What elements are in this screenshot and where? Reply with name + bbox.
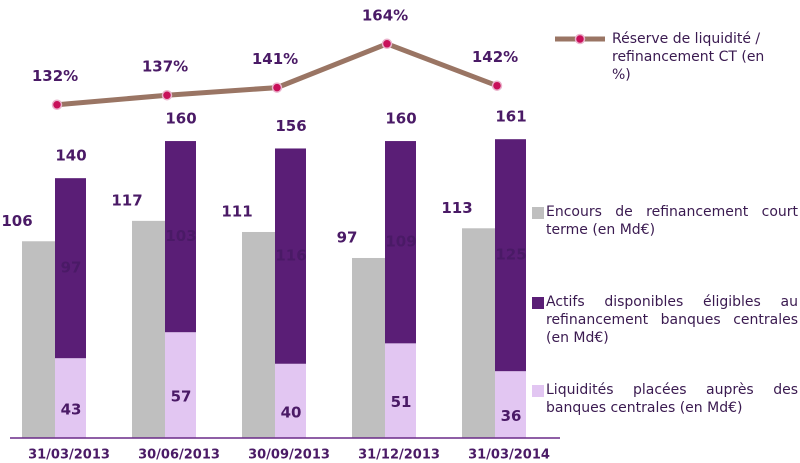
segment-label: 116 bbox=[275, 247, 306, 265]
line-marker bbox=[271, 82, 283, 93]
x-tick-label: 30/06/2013 bbox=[138, 448, 220, 463]
x-tick-label: 31/12/2013 bbox=[358, 448, 440, 463]
x-tick-label: 30/09/2013 bbox=[248, 448, 330, 463]
bar bbox=[132, 220, 165, 438]
bar bbox=[352, 257, 385, 438]
segment-label: 97 bbox=[61, 259, 82, 277]
bar bbox=[242, 231, 275, 438]
segment-label: 43 bbox=[61, 401, 82, 419]
bar-segment bbox=[275, 363, 306, 438]
legend-text: Liquidités placées auprès des banques ce… bbox=[546, 382, 798, 416]
bar-segment bbox=[495, 139, 526, 372]
line-value-label: 142% bbox=[472, 48, 518, 66]
value-label: 111 bbox=[221, 202, 252, 220]
bar-segment bbox=[495, 371, 526, 438]
bar bbox=[462, 228, 495, 438]
stack-total: 140 bbox=[55, 147, 86, 165]
bar-segment bbox=[55, 358, 86, 438]
segment-label: 51 bbox=[391, 393, 412, 411]
value-label: 106 bbox=[1, 212, 32, 230]
legend-text: Réserve de liquidité / refinancement CT … bbox=[612, 31, 765, 83]
legend-swatch bbox=[532, 297, 544, 309]
line-value-label: 132% bbox=[32, 67, 78, 85]
legend-text: Actifs disponibles éligibles au refinanc… bbox=[546, 294, 798, 346]
value-label: 113 bbox=[441, 199, 472, 217]
x-tick-label: 31/03/2013 bbox=[28, 448, 110, 463]
line-value-label: 164% bbox=[362, 6, 408, 24]
line-marker bbox=[491, 80, 503, 91]
legend-marker bbox=[574, 33, 586, 45]
bar-segment bbox=[165, 141, 196, 333]
bar bbox=[22, 241, 55, 438]
segment-label: 36 bbox=[501, 407, 522, 425]
value-label: 117 bbox=[111, 191, 142, 209]
line-marker bbox=[51, 99, 63, 110]
bar-segment bbox=[275, 148, 306, 364]
legend-text: Encours de refinancement court terme (en… bbox=[546, 204, 798, 238]
stack-total: 160 bbox=[165, 110, 196, 128]
segment-label: 109 bbox=[385, 233, 416, 251]
bar-segment bbox=[385, 343, 416, 438]
line-value-label: 137% bbox=[142, 58, 188, 76]
stack-total: 156 bbox=[275, 117, 306, 135]
bar-segment bbox=[165, 332, 196, 438]
line-marker bbox=[161, 89, 173, 101]
stack-total: 160 bbox=[385, 110, 416, 128]
line-marker bbox=[381, 38, 393, 50]
bar-segment bbox=[385, 141, 416, 344]
segment-label: 103 bbox=[165, 227, 196, 245]
segment-label: 40 bbox=[281, 403, 302, 421]
bar-segment bbox=[55, 178, 86, 359]
x-tick-label: 31/03/2014 bbox=[468, 448, 550, 463]
legend-swatch bbox=[532, 385, 544, 397]
legend-swatch bbox=[532, 207, 544, 219]
segment-label: 57 bbox=[171, 388, 192, 406]
value-label: 97 bbox=[337, 228, 358, 246]
stack-total: 161 bbox=[495, 108, 526, 126]
segment-label: 125 bbox=[495, 246, 526, 264]
line-value-label: 141% bbox=[252, 50, 298, 68]
